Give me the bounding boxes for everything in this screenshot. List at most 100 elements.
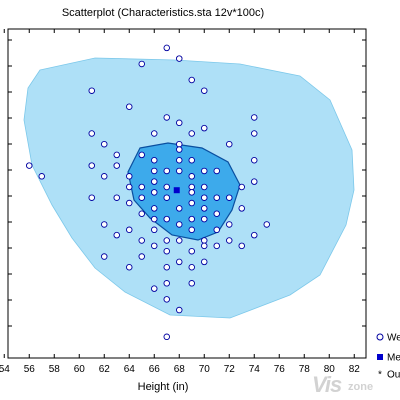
x-tick-label: 68 [174,364,186,375]
data-point [188,247,195,255]
watermark-logo: Vis [312,372,342,397]
x-axis-ticks: 54 56 58 60 62 64 66 68 70 72 74 76 78 80 82 [0,29,360,375]
watermark-logo-suffix: zone [348,381,374,393]
data-point [138,253,145,260]
data-point [163,264,170,271]
data-point [150,215,158,223]
x-tick-label: 64 [124,364,136,375]
data-point [225,194,233,201]
legend-label: Ou [387,370,400,381]
data-point [200,242,208,250]
data-point [163,44,170,52]
data-point [138,237,145,244]
data-point [100,173,108,180]
data-point [250,178,258,185]
data-point [125,226,133,234]
data-point [150,189,158,196]
data-point [100,221,108,228]
data-point [188,76,195,84]
data-point [175,156,183,164]
data-point [200,237,208,244]
data-point [250,130,258,137]
chart-title: Scatterplot (Characteristics.sta 12v*100… [61,7,265,19]
data-point [100,253,108,260]
data-point [175,237,183,244]
data-point [113,231,120,239]
x-tick-label: 70 [199,364,211,375]
data-point [100,140,108,148]
data-point [175,221,183,228]
x-tick-label: 80 [324,364,336,375]
data-point [188,215,195,223]
data-point [188,264,195,271]
median-marker-layer [173,187,180,194]
data-point [263,221,271,228]
data-point [125,199,133,207]
data-point [38,173,46,180]
data-point [213,167,220,175]
data-point [88,162,95,169]
data-point [200,124,208,132]
data-point [150,226,158,234]
data-point [200,183,208,191]
data-point [163,237,170,244]
data-point [188,183,195,191]
data-point [200,87,208,94]
x-tick-label: 78 [299,364,311,375]
data-point [150,167,158,175]
legend: We Me * Ou [376,333,400,381]
data-point [150,130,158,137]
data-point [175,119,183,127]
data-point [213,210,220,217]
data-point [225,221,233,228]
legend-label: We [387,333,400,344]
x-tick-label: 72 [224,364,236,375]
data-point [188,226,195,234]
data-point [26,162,33,169]
data-point [175,258,183,266]
data-point [200,215,208,223]
x-tick-label: 54 [0,364,10,375]
data-point [163,333,170,341]
data-point [163,296,170,303]
data-point [88,194,95,201]
legend-marker-square [377,354,383,360]
data-point [250,231,258,239]
data-point [175,55,183,62]
data-point [163,247,170,255]
data-point [238,242,245,250]
data-point [225,140,233,148]
data-point [163,114,170,121]
data-point [125,264,133,271]
legend-marker-circle [376,333,384,341]
data-point [175,205,183,212]
data-point [188,280,195,287]
data-point [163,215,170,223]
legend-marker-asterisk: * [378,370,382,381]
data-point [175,306,183,314]
x-tick-label: 58 [49,364,61,375]
data-point [113,162,120,169]
data-point [138,183,145,191]
data-point [163,167,170,175]
data-point [113,151,120,159]
x-tick-label: 74 [249,364,261,375]
data-point [138,194,145,201]
data-point [213,226,220,234]
data-point [150,242,158,250]
data-point [88,130,95,137]
data-point [150,178,158,185]
data-point [150,205,158,212]
data-point [225,237,233,244]
data-point [175,167,183,175]
data-point [200,205,208,212]
x-tick-label: 66 [149,364,161,375]
data-point [163,280,170,287]
data-point [213,242,220,250]
x-tick-label: 76 [274,364,286,375]
data-point [88,87,95,94]
data-point [200,194,208,201]
data-point [200,258,208,266]
data-point [150,285,158,292]
data-point [138,151,145,159]
